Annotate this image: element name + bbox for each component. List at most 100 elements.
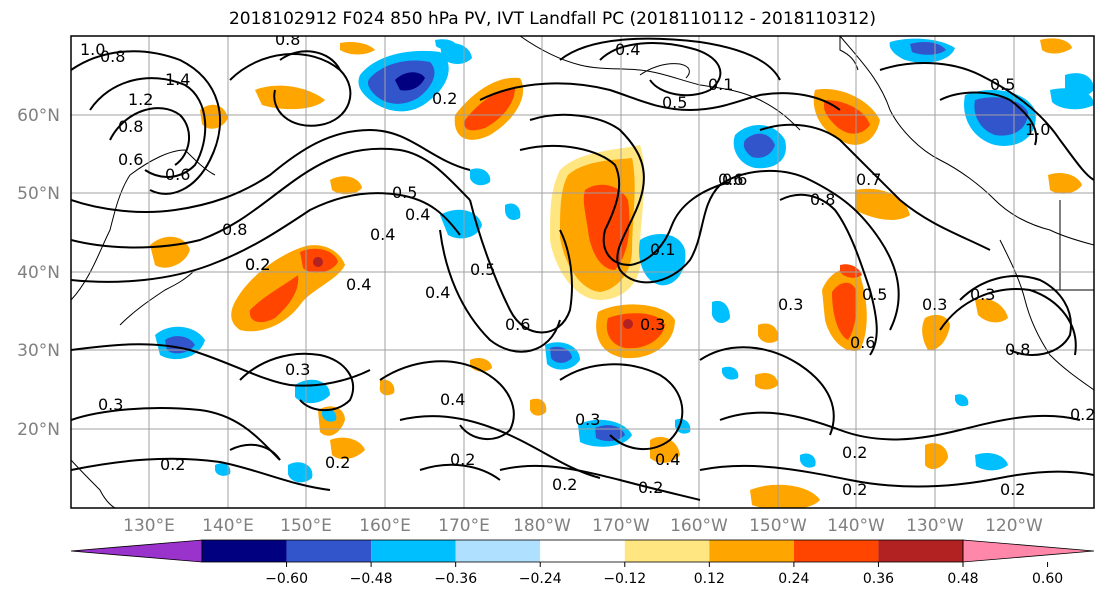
- negative-anomaly-east-subtropical: [800, 394, 1008, 471]
- colorbar-tick-label: −0.60: [265, 571, 308, 587]
- colorbar-tick-label: 0.36: [863, 571, 894, 587]
- contour-label: 0.3: [98, 395, 123, 414]
- colorbar-segment: [286, 540, 372, 562]
- lon-label: 140°W: [827, 516, 885, 536]
- contour-label: 0.8: [1005, 340, 1030, 359]
- contour-label: 0.4: [655, 450, 680, 469]
- contour-label: 0.3: [922, 295, 947, 314]
- contour-label: 0.3: [640, 315, 665, 334]
- contour-label: 0.4: [370, 225, 395, 244]
- contour-label: 0.6: [718, 170, 743, 189]
- colorbar-ticks: −0.60 −0.48 −0.36 −0.24 −0.12 0.12 0.24 0.36 0.4…: [265, 562, 1063, 587]
- negative-anomaly-northeast-canada: [889, 38, 1094, 146]
- colorbar-segment: [793, 540, 879, 562]
- colorbar-segment: [878, 540, 963, 562]
- colorbar: −0.60 −0.48 −0.36 −0.24 −0.12 0.12 0.24 0.36 0.4…: [70, 539, 1095, 587]
- contour-labels: 1.0 0.8 1.4 1.2 0.8 0.6 0.8 0.6 0.8 0.2 …: [80, 30, 1095, 499]
- contour-label: 0.7: [856, 170, 881, 189]
- lon-label: 130°E: [123, 516, 175, 536]
- lon-label: 150°E: [280, 516, 332, 536]
- contour-label: 0.2: [245, 255, 270, 274]
- positive-anomaly-west-pacific: [231, 245, 345, 332]
- contour-label: 0.2: [552, 475, 577, 494]
- contour-label: 0.5: [662, 93, 687, 112]
- coastlines: [71, 36, 1094, 508]
- colorbar-segments: [70, 539, 1095, 563]
- contour-label: 0.8: [100, 47, 125, 66]
- contour-label: 0.2: [245, 255, 270, 274]
- contour-label: 0.1: [650, 240, 675, 259]
- contour-label: 0.6: [505, 315, 530, 334]
- lon-label: 150°W: [749, 516, 807, 536]
- contour-label: 1.2: [128, 90, 153, 109]
- lon-label: 160°E: [359, 516, 411, 536]
- contour-label: 0.3: [778, 295, 803, 314]
- lon-label: 170°E: [438, 516, 490, 536]
- contour-label: 0.8: [275, 30, 300, 49]
- contour-label: 1.4: [165, 70, 190, 89]
- contour-label: 0.2: [1070, 405, 1095, 424]
- contour-label: 0.8: [810, 190, 835, 209]
- lon-label: 160°W: [670, 516, 728, 536]
- colorbar-tick-label: 0.12: [694, 571, 725, 587]
- colorbar-tick-label: −0.36: [434, 571, 477, 587]
- map-area: 1.0 0.8 1.4 1.2 0.8 0.6 0.8 0.6 0.8 0.2 …: [70, 30, 1095, 509]
- lat-label: 60°N: [17, 106, 60, 126]
- colorbar-tick-label: −0.24: [519, 571, 562, 587]
- contour-label: 0.2: [450, 450, 475, 469]
- colorbar-segment: [709, 540, 794, 562]
- contour-label: 0.8: [222, 220, 247, 239]
- lat-label: 50°N: [17, 184, 60, 204]
- contour-label: 0.5: [392, 183, 417, 202]
- colorbar-tick-label: 0.48: [947, 571, 978, 587]
- colorbar-tick-label: −0.12: [603, 571, 646, 587]
- map-frame: [70, 35, 1095, 509]
- contour-label: 0.6: [722, 170, 747, 189]
- contour-label: 0.4: [405, 205, 430, 224]
- lat-label: 30°N: [17, 341, 60, 361]
- contour-label: 0.6: [118, 150, 143, 169]
- contour-label: 0.1: [708, 75, 733, 94]
- contour-label: 0.5: [862, 285, 887, 304]
- contour-label: 0.2: [160, 455, 185, 474]
- contour-label: 0.5: [470, 260, 495, 279]
- contour-label: 0.8: [118, 117, 143, 136]
- colorbar-tick-label: 0.60: [1032, 571, 1063, 587]
- colorbar-segment: [371, 540, 456, 562]
- lat-label: 40°N: [17, 263, 60, 283]
- contour-label: 0.6: [850, 333, 875, 352]
- contour-label: 0.4: [425, 283, 450, 302]
- contour-label: 0.2: [842, 480, 867, 499]
- negative-anomaly-alaska: [733, 124, 786, 169]
- lon-label: 170°W: [592, 516, 650, 536]
- colorbar-segment: [540, 540, 625, 562]
- colorbar-segment: [455, 540, 541, 562]
- colorbar-extend-high: [962, 539, 1095, 563]
- contour-label: 0.3: [575, 410, 600, 429]
- lat-label: 20°N: [17, 420, 60, 440]
- positive-anomaly-northeast: [255, 41, 524, 140]
- contour-label: 0.2: [432, 89, 457, 108]
- latitude-labels: 60°N 50°N 40°N 30°N 20°N: [17, 106, 60, 440]
- contour-label: 0.4: [615, 40, 640, 59]
- colorbar-tick-label: 0.24: [778, 571, 809, 587]
- lon-label: 120°W: [985, 516, 1043, 536]
- contour-label: 1.0: [80, 40, 105, 59]
- colorbar-outline: [201, 539, 964, 563]
- contour-label: 0.6: [165, 165, 190, 184]
- contour-label: 0.4: [440, 390, 465, 409]
- contour-label: 0.2: [325, 453, 350, 472]
- contour-label: 0.3: [285, 360, 310, 379]
- contour-label: 0.2: [1000, 480, 1025, 499]
- longitude-labels: 130°E 140°E 150°E 160°E 170°E 180°W 170°…: [123, 516, 1043, 536]
- contour-label: 0.2: [842, 443, 867, 462]
- graticule: [71, 36, 1094, 508]
- contour-label: 0.5: [990, 75, 1015, 94]
- contour-label: 0.2: [638, 478, 663, 497]
- lon-label: 180°W: [513, 516, 571, 536]
- colorbar-tick-label: −0.48: [350, 571, 393, 587]
- colorbar-segment: [202, 540, 287, 562]
- contour-label: 0.4: [346, 275, 371, 294]
- colorbar-segment: [624, 540, 710, 562]
